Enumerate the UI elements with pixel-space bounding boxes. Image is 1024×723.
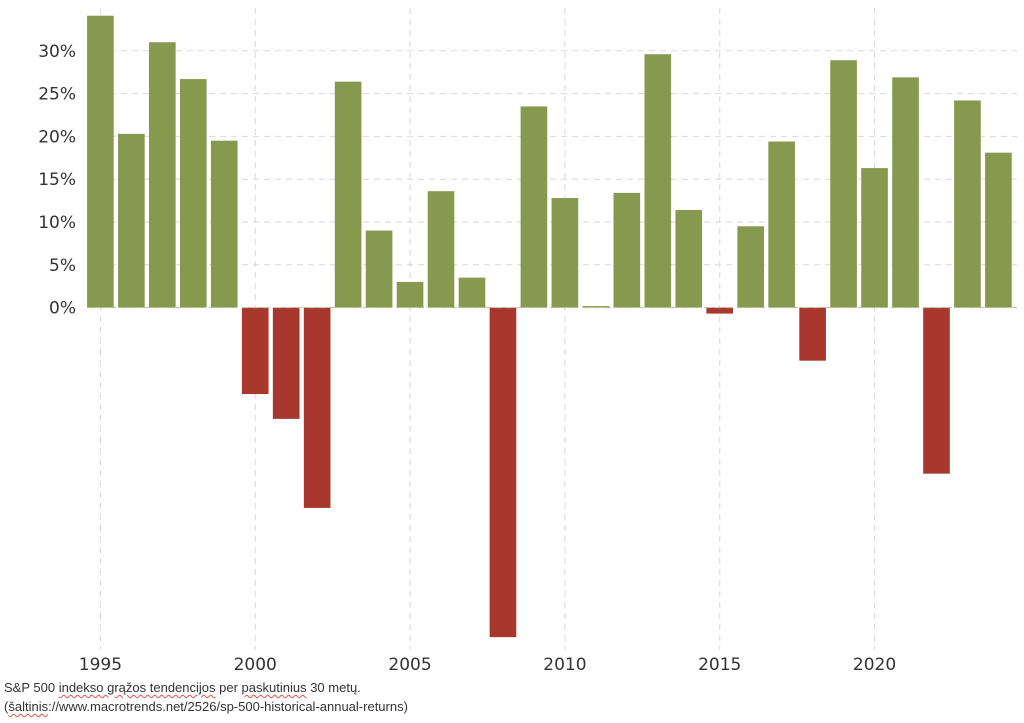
- bar-positive: [334, 81, 362, 308]
- bar-positive: [551, 198, 579, 308]
- bar-negative: [272, 307, 300, 419]
- bar-negative: [489, 307, 517, 638]
- y-tick-label: 5%: [49, 256, 76, 276]
- bars: [87, 15, 1012, 638]
- bar-negative: [241, 307, 269, 395]
- bar-positive: [954, 100, 981, 308]
- bar-positive: [520, 106, 548, 308]
- grid: [88, 8, 1017, 650]
- bar-positive: [179, 79, 207, 308]
- y-tick-label: 0%: [49, 299, 76, 319]
- x-tick-label: 2005: [388, 655, 431, 675]
- caption-text: 30 metų.: [306, 680, 361, 695]
- bar-negative: [923, 307, 950, 474]
- bar-positive: [675, 210, 703, 308]
- caption-text: indekso grąžos tendencijos: [58, 680, 216, 695]
- source-text: ://www.macrotrends.net/2526/sp-500-histo…: [48, 699, 408, 714]
- y-tick-label: 25%: [38, 85, 76, 105]
- y-tick-label: 20%: [38, 127, 76, 147]
- bar-positive: [365, 230, 393, 308]
- bar-negative: [303, 307, 331, 508]
- bar-negative: [706, 307, 734, 314]
- bar-positive: [582, 306, 610, 308]
- bar-negative: [799, 307, 826, 361]
- bar-positive: [210, 140, 238, 308]
- x-tick-label: 2010: [543, 655, 586, 675]
- x-tick-label: 1995: [79, 655, 122, 675]
- bar-positive: [644, 54, 672, 308]
- bar-positive: [613, 192, 641, 308]
- bar-positive: [892, 77, 919, 308]
- bar-positive: [861, 168, 888, 308]
- bar-positive: [830, 60, 857, 308]
- bar-positive: [427, 191, 455, 308]
- annual-returns-bar-chart: 0% 5% 10% 15% 20% 25% 30% 1995 2000 2005 2010 2015 2…: [38, 8, 1017, 675]
- x-tick-label: 2020: [853, 655, 896, 675]
- axes: 0% 5% 10% 15% 20% 25% 30% 1995 2000 2005 2010 2015 2…: [38, 42, 1017, 675]
- caption-text: per: [215, 680, 242, 695]
- y-tick-label: 15%: [38, 170, 76, 190]
- caption-text: paskutinius: [241, 680, 307, 695]
- x-tick-label: 2000: [234, 655, 277, 675]
- y-tick-label: 30%: [38, 42, 76, 62]
- bar-positive: [458, 277, 486, 308]
- bar-positive: [985, 152, 1012, 308]
- caption-text: S&P 500: [4, 680, 59, 695]
- bar-positive: [118, 133, 145, 308]
- bar-positive: [737, 226, 765, 308]
- chart-caption: S&P 500 indekso grąžos tendencijos per p…: [4, 680, 361, 695]
- source-text: (: [4, 699, 9, 714]
- source-text: šaltinis: [8, 699, 49, 714]
- bar-positive: [149, 42, 176, 308]
- chart-source: (šaltinis://www.macrotrends.net/2526/sp-…: [4, 699, 408, 714]
- x-tick-label: 2015: [698, 655, 741, 675]
- y-tick-label: 10%: [38, 213, 76, 233]
- bar-positive: [396, 281, 424, 308]
- bar-positive: [87, 15, 114, 308]
- bar-positive: [768, 141, 795, 308]
